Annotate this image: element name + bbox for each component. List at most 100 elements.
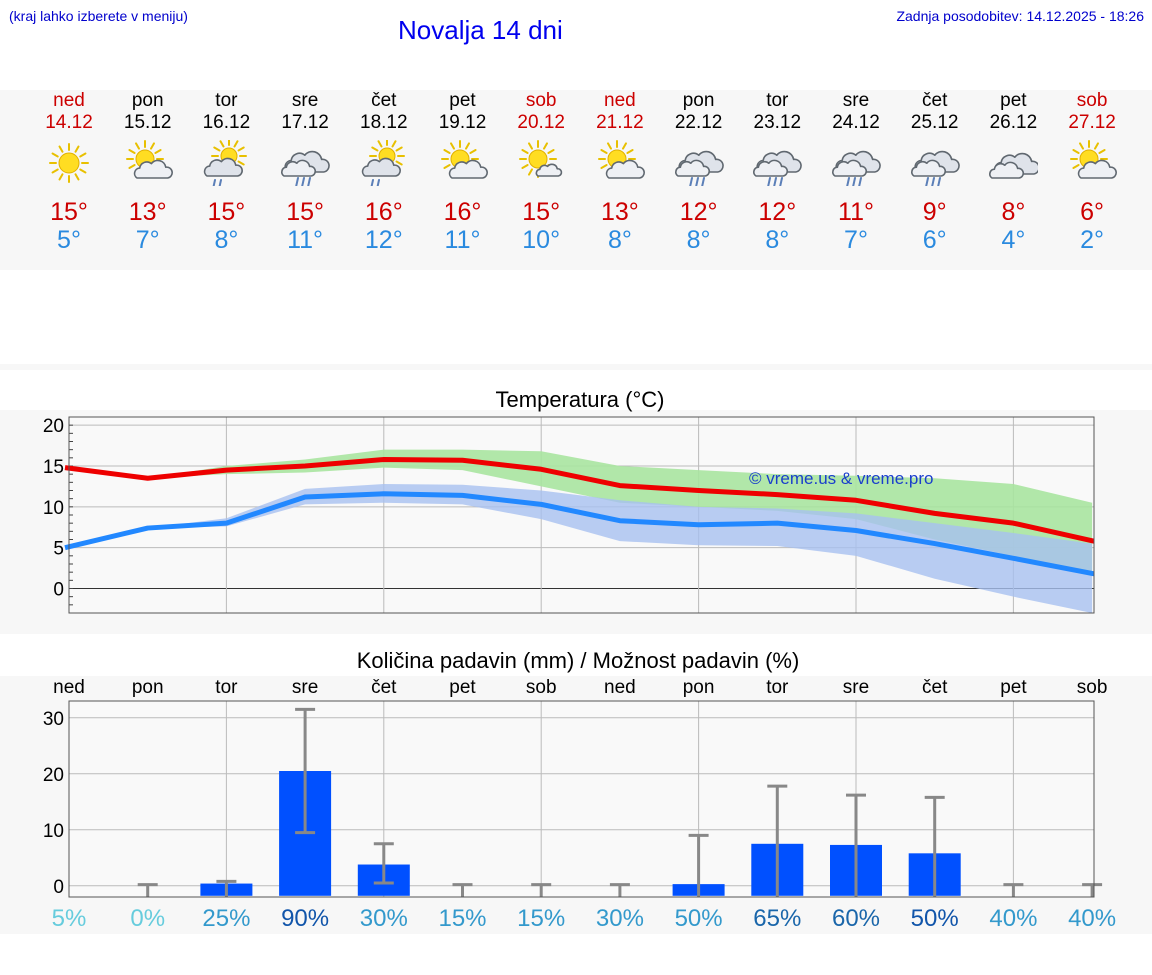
max-temperature: 9° — [922, 198, 947, 226]
temp-tick-label: 10 — [43, 498, 64, 519]
max-temperature: 15° — [286, 198, 324, 226]
cloud-rain-icon — [281, 150, 330, 186]
min-temperature: 5° — [57, 226, 81, 254]
weather-icon — [753, 150, 803, 186]
cloud-rain-icon — [832, 150, 881, 186]
precip-day-label: pet — [449, 677, 476, 698]
min-temperature: 10° — [522, 226, 561, 254]
day-date: 14.12 — [45, 112, 93, 133]
precip-probability: 0% — [130, 905, 165, 932]
max-temperature: 12° — [758, 198, 797, 226]
sun-small-cloud-icon — [519, 140, 563, 178]
max-temperature: 16° — [443, 198, 482, 226]
weather-icon — [1070, 140, 1118, 179]
precip-plot-frame — [68, 700, 1095, 898]
precip-day-label: ned — [604, 677, 636, 698]
precip-day-label: čet — [922, 677, 948, 698]
max-temperature: 12° — [679, 198, 718, 226]
min-temperature: 8° — [765, 226, 790, 254]
min-temperature: 12° — [364, 226, 403, 254]
weather-icon — [281, 150, 330, 186]
day-name: sre — [291, 90, 319, 111]
day-date: 26.12 — [989, 112, 1038, 133]
day-date: 15.12 — [123, 112, 172, 133]
precip-tick-label: 0 — [53, 877, 64, 898]
day-name: ned — [604, 90, 636, 111]
precipitation-chart-title: Količina padavin (mm) / Možnost padavin … — [356, 648, 800, 673]
min-temperature: 6° — [922, 226, 947, 254]
weather-icon — [674, 150, 724, 186]
precip-probability: 15% — [438, 905, 486, 932]
sun-cloud-icon — [597, 140, 645, 179]
day-date: 21.12 — [596, 112, 644, 133]
day-name: pet — [449, 90, 476, 111]
temp-tick-label: 5 — [53, 539, 64, 560]
precip-day-label: sre — [843, 677, 869, 698]
precip-probability: 40% — [989, 905, 1037, 932]
weather-icon — [597, 140, 645, 179]
day-date: 27.12 — [1068, 112, 1116, 133]
max-temperature: 15° — [50, 198, 88, 226]
max-temperature: 13° — [600, 198, 639, 226]
precip-day-label: čet — [371, 677, 397, 698]
day-name: sob — [1076, 90, 1108, 111]
precip-day-label: tor — [766, 677, 789, 698]
precip-probability: 50% — [911, 905, 959, 932]
precip-day-label: sob — [526, 677, 557, 698]
day-date: 17.12 — [281, 112, 329, 133]
day-name: tor — [766, 90, 789, 111]
min-range-band — [69, 483, 1093, 613]
min-temperature: 11° — [444, 226, 481, 254]
min-temperature: 7° — [844, 226, 868, 254]
precip-tick-label: 30 — [43, 709, 64, 730]
cloud-rain-icon — [753, 150, 803, 186]
weather-icon — [989, 152, 1039, 179]
max-temperature: 15° — [522, 198, 561, 226]
precip-probability: 15% — [517, 905, 565, 932]
day-name: pet — [1000, 90, 1027, 111]
day-date: 19.12 — [438, 112, 487, 133]
temp-tick-label: 0 — [53, 580, 64, 601]
precip-probability: 50% — [675, 905, 723, 932]
precip-probability: 30% — [360, 905, 408, 932]
precip-day-label: sob — [1077, 677, 1108, 698]
sun-icon — [49, 143, 89, 183]
day-date: 20.12 — [517, 112, 565, 133]
min-temperature: 8° — [214, 226, 239, 254]
watermark: © vreme.us & vreme.pro — [749, 469, 933, 488]
day-name: sob — [525, 90, 557, 111]
precip-probability: 5% — [52, 905, 87, 932]
max-temperature: 13° — [128, 198, 167, 226]
precip-probability: 30% — [596, 905, 644, 932]
day-date: 23.12 — [753, 112, 802, 133]
cloud-rain-icon — [674, 150, 724, 186]
sun-cloud-rain-icon — [204, 140, 248, 186]
max-temperature: 8° — [1001, 198, 1026, 226]
precip-day-label: tor — [215, 677, 238, 698]
max-temperature-line — [64, 456, 1095, 544]
day-name: čet — [371, 90, 397, 111]
day-name: tor — [215, 90, 238, 111]
min-temperature: 7° — [135, 226, 160, 254]
min-temperature: 11° — [287, 226, 324, 254]
temp-tick-label: 20 — [43, 416, 64, 437]
cloud-icon — [989, 152, 1039, 179]
day-date: 22.12 — [674, 112, 723, 133]
weather-icon — [125, 140, 173, 179]
min-temperature-line — [64, 491, 1095, 577]
precip-probability: 90% — [281, 905, 329, 932]
precip-day-label: pon — [132, 677, 164, 698]
weather-icon — [440, 140, 488, 179]
weather-icon — [49, 143, 89, 183]
weather-icon — [361, 140, 405, 186]
precip-day-label: pet — [1000, 677, 1027, 698]
min-temperature: 8° — [686, 226, 711, 254]
weather-icon — [832, 150, 881, 186]
max-temperature: 11° — [838, 198, 874, 226]
min-temperature: 4° — [1001, 226, 1026, 254]
weather-icon — [204, 140, 248, 186]
separator-band — [0, 364, 1152, 370]
region-menu-note: (kraj lahko izberete v meniju) — [9, 8, 188, 24]
weather-icon — [910, 150, 960, 186]
